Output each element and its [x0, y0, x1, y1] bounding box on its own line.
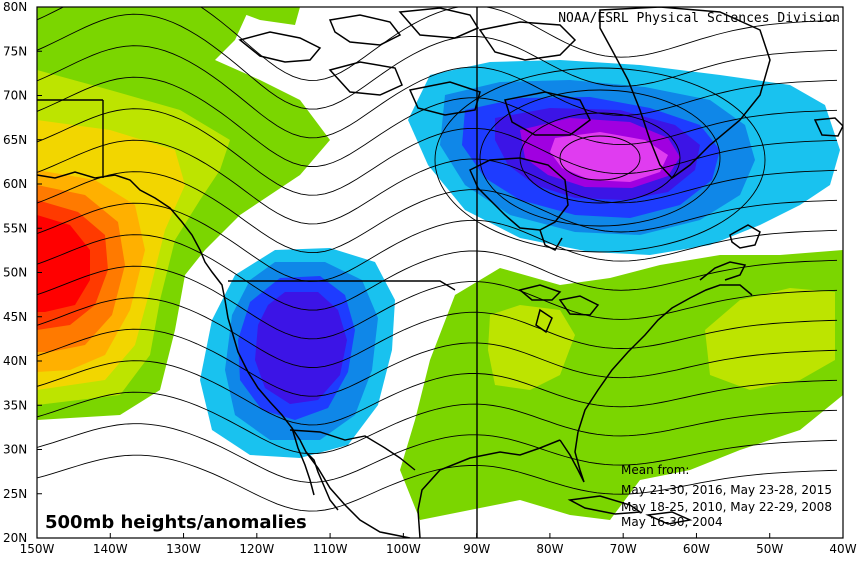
- boundaries: [37, 7, 478, 538]
- lon-label-140w: 140W: [93, 542, 128, 556]
- low-contour-ring: [479, 89, 721, 227]
- lon-label-80w: 80W: [536, 542, 563, 556]
- height-contour-line: [37, 360, 838, 426]
- low-contour-ring: [559, 135, 641, 181]
- lon-label-70w: 70W: [610, 542, 637, 556]
- lon-label-110w: 110W: [313, 542, 348, 556]
- mean-line-1: Mean from:: [621, 463, 689, 477]
- lat-label-75n: 75N: [3, 44, 27, 58]
- lon-label-90w: 90W: [463, 542, 490, 556]
- height-contour-line: [37, 297, 838, 368]
- height-contour-line: [37, 423, 838, 483]
- lat-label-50n: 50N: [3, 266, 27, 280]
- lat-label-35n: 35N: [3, 398, 27, 412]
- height-contour-line: [37, 45, 838, 139]
- lon-label-40w: 40W: [829, 542, 856, 556]
- positive-anomaly-east: [225, 7, 843, 520]
- height-contour-line: [37, 234, 838, 311]
- height-contour-line: [37, 454, 838, 512]
- lon-label-130w: 130W: [166, 542, 201, 556]
- lon-label-100w: 100W: [386, 542, 421, 556]
- low-contour-ring: [434, 67, 766, 253]
- height-contour-line: [37, 328, 838, 397]
- n4a-anomaly-band: [255, 292, 347, 404]
- height-contour-line: [37, 108, 838, 196]
- coastlines: [37, 7, 843, 538]
- p2c-anomaly-band: [705, 288, 835, 390]
- height-contour-line: [37, 13, 838, 110]
- lon-label-120w: 120W: [239, 542, 274, 556]
- height-contour-line: [37, 391, 838, 455]
- p2b-anomaly-band: [488, 305, 575, 390]
- lat-label-55n: 55N: [3, 221, 27, 235]
- mean-line-3: May 18-25, 2010, May 22-29, 2008: [621, 500, 832, 514]
- lat-label-70n: 70N: [3, 89, 27, 103]
- negative-anomaly-west: [200, 248, 395, 458]
- height-contour-line: [37, 139, 838, 225]
- lat-label-80n: 80N: [3, 0, 27, 14]
- lon-label-60w: 60W: [683, 542, 710, 556]
- lat-label-25n: 25N: [3, 487, 27, 501]
- height-contour-line: [37, 7, 838, 81]
- height-contour-line: [37, 76, 838, 167]
- lon-label-150w: 150W: [20, 542, 55, 556]
- map-caption: 500mb heights/anomalies: [45, 512, 307, 533]
- longitude-axis: 150W 140W 130W 120W 110W 100W 90W 80W 70W 60W 50W 4…: [20, 533, 857, 556]
- p1c-anomaly-band: [225, 7, 300, 25]
- height-contours: [37, 7, 838, 512]
- lat-label-60n: 60N: [3, 177, 27, 191]
- negative-anomaly-canada: [408, 60, 840, 255]
- mean-from-legend: Mean from: May 21-30, 2016, May 23-28, 2…: [621, 463, 832, 529]
- height-contour-line: [37, 171, 838, 254]
- positive-anomaly-northwest: [37, 7, 330, 420]
- mean-line-2: May 21-30, 2016, May 23-28, 2015: [621, 483, 832, 497]
- lat-label-20n: 20N: [3, 531, 27, 545]
- p7a-anomaly-band: [37, 215, 90, 312]
- lat-label-40n: 40N: [3, 354, 27, 368]
- latitude-axis: 80N 75N 70N 65N 60N 55N 50N 45N 40N 35N 30N 25N 20N: [3, 0, 42, 545]
- credit-text: NOAA/ESRL Physical Sciences Division: [558, 11, 840, 26]
- lat-label-45n: 45N: [3, 310, 27, 324]
- lat-label-30n: 30N: [3, 443, 27, 457]
- lat-label-65n: 65N: [3, 133, 27, 147]
- n6b-anomaly-band: [550, 132, 668, 182]
- height-contour-line: [37, 265, 838, 340]
- mean-line-4: May 16-30, 2004: [621, 515, 723, 529]
- lon-label-50w: 50W: [756, 542, 783, 556]
